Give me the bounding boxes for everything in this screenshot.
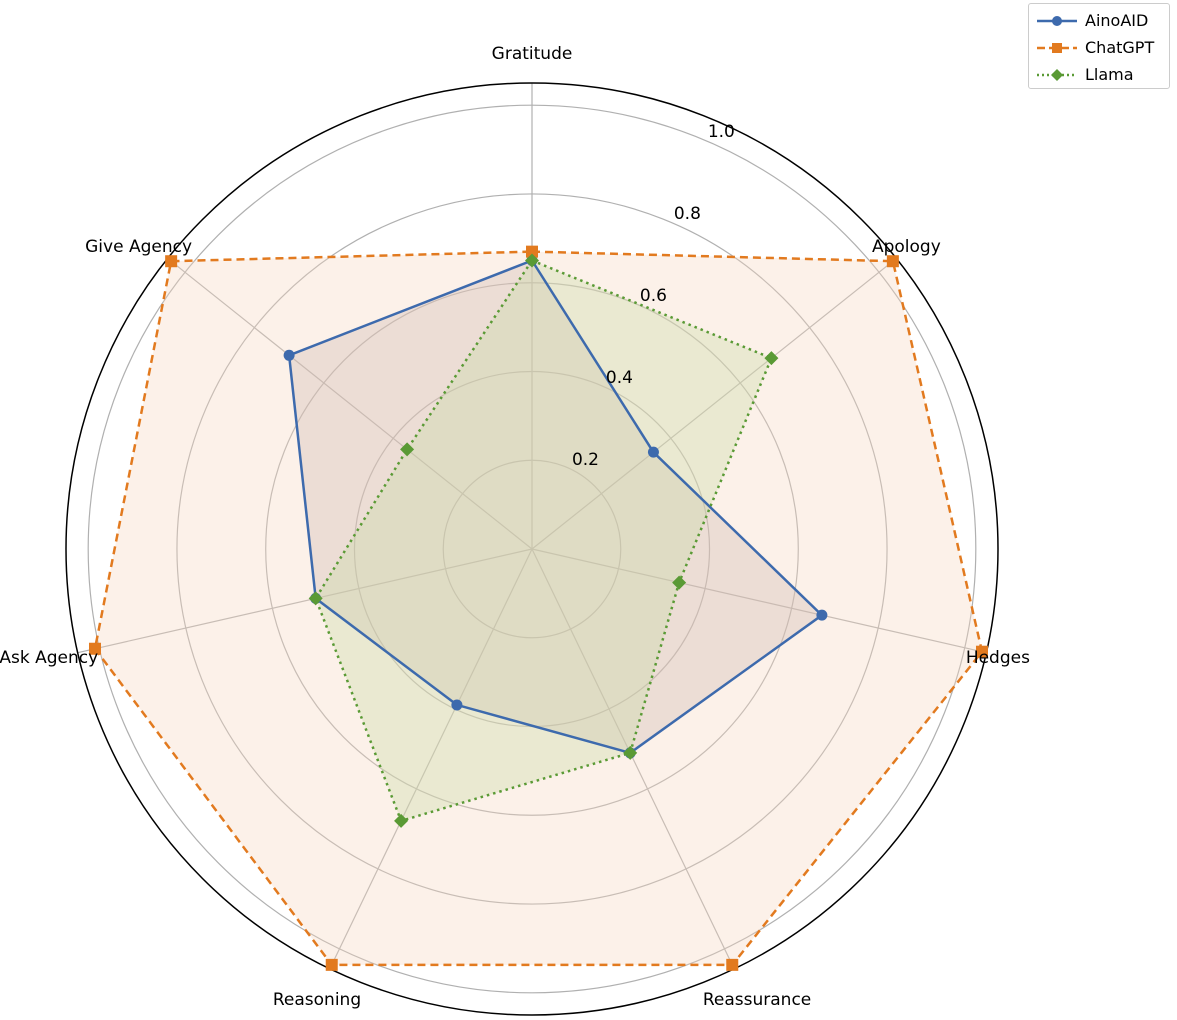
series-line-llama [314,258,774,823]
point-llama-hedges [672,575,687,590]
axis-label-reassurance: Reassurance [703,990,811,1010]
outer-frame [65,82,999,1016]
series-line-ainoaid [287,258,824,755]
legend-label-llama: Llama [1085,65,1134,84]
point-ainoaid-reasoning [451,699,463,711]
point-llama-apology [764,351,779,366]
legend-swatch-chatgpt [1037,43,1077,53]
legend-label-chatgpt: ChatGPT [1085,38,1155,57]
r-tick-label-3: 0.8 [674,204,701,224]
spoke-1 [531,257,897,550]
point-chatgpt-reassurance [726,958,739,971]
point-chatgpt-ask-agency [88,642,101,655]
axis-label-hedges: Hedges [966,648,1030,668]
legend-item-llama: Llama [1029,62,1169,88]
legend-swatch-ainoaid [1037,16,1077,26]
point-chatgpt-hedges [975,645,988,658]
point-llama-ask-agency [308,591,323,606]
series-fill-chatgpt [95,251,982,965]
axis-label-apology: Apology [872,237,941,257]
r-tick-label-1: 0.4 [606,368,633,388]
point-ainoaid-apology [647,446,659,458]
axis-label-reasoning: Reasoning [273,990,361,1010]
series-fill-llama [315,260,772,821]
point-chatgpt-gratitude [526,245,538,258]
point-ainoaid-give-agency [283,349,295,361]
point-llama-reasoning [394,813,409,828]
r-tick-label-2: 0.6 [640,286,667,306]
r-tick-label-4: 1.0 [708,122,735,142]
legend-swatch-llama [1037,69,1077,81]
spoke-5 [77,548,533,654]
legend-item-ainoaid: AinoAID [1029,8,1169,34]
series-fill-ainoaid [289,260,822,753]
legend-label-ainoaid: AinoAID [1085,11,1149,30]
spoke-4 [329,548,533,970]
point-chatgpt-apology [886,255,899,268]
legend: AinoAID ChatGPT Llama [1028,3,1170,89]
spoke-3 [531,548,735,970]
axis-label-ask-agency: Ask Agency [0,648,98,668]
r-tick-label-0: 0.2 [572,450,599,470]
spoke-2 [531,548,987,654]
point-llama-gratitude [525,253,539,268]
radial-grid [65,82,999,1016]
axis-label-give-agency: Give Agency [85,237,192,257]
point-chatgpt-give-agency [165,255,178,268]
legend-item-chatgpt: ChatGPT [1029,35,1169,61]
point-ainoaid-hedges [816,609,828,621]
spoke-6 [167,257,533,550]
point-llama-give-agency [400,442,415,457]
point-llama-reassurance [623,745,638,760]
axis-labels: 0.2 0.4 0.6 0.8 1.0 Gratitude Apology Hedges Rea… [0,44,1030,1010]
axis-label-gratitude: Gratitude [492,44,573,64]
point-chatgpt-reasoning [325,958,338,971]
series-layer [88,245,988,971]
